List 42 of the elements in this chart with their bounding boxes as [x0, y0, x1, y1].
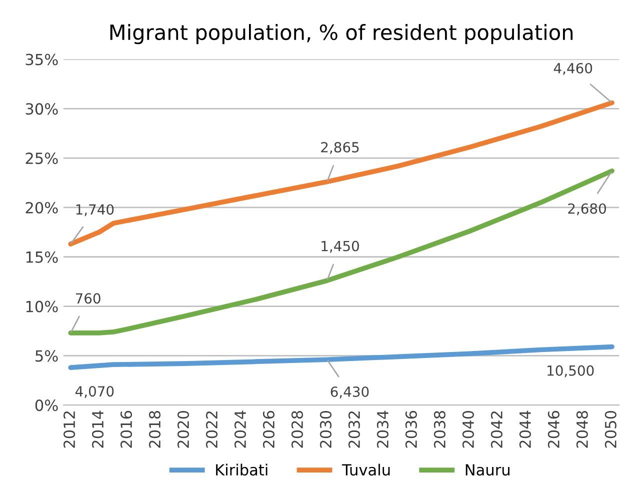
- y-tick-label: 25%: [26, 152, 58, 164]
- annotation: 760: [76, 293, 100, 304]
- x-tick-label: 2012: [64, 411, 76, 448]
- legend-label: Tuvalu: [342, 464, 390, 476]
- x-tick-label: 2014: [92, 410, 104, 448]
- x-tick-label: 2024: [234, 410, 246, 448]
- y-tick-label: 35%: [26, 54, 58, 66]
- x-tick-label: 2022: [206, 411, 218, 448]
- x-tick-label: 2050: [604, 410, 616, 448]
- annotation: 10,500: [548, 365, 594, 378]
- y-tick-label: 5%: [36, 350, 58, 362]
- x-tick-label: 2016: [120, 410, 132, 448]
- y-tick-label: 15%: [26, 251, 58, 263]
- annotation: 1,740: [76, 204, 114, 216]
- x-tick-label: 2032: [348, 411, 360, 448]
- x-tick-label: 2046: [548, 410, 560, 448]
- annotation: 4,070: [75, 386, 114, 398]
- chart-title: Migrant population, % of resident population: [110, 24, 573, 44]
- x-tick-label: 2048: [576, 410, 588, 448]
- y-tick-label: 10%: [26, 300, 58, 312]
- y-tick-label: 20%: [26, 202, 58, 214]
- annotation: 6,430: [330, 386, 369, 398]
- x-tick-label: 2030: [320, 410, 332, 448]
- x-tick-label: 2042: [490, 411, 502, 448]
- line-series: [68, 168, 614, 336]
- annotation: 1,450: [322, 240, 359, 253]
- y-tick-label: 0%: [35, 400, 58, 412]
- x-tick-label: 2040: [462, 410, 474, 448]
- x-tick-label: 2038: [434, 410, 446, 448]
- legend-label: Kiribati: [216, 464, 268, 476]
- x-tick-label: 2034: [376, 410, 388, 448]
- x-tick-label: 2028: [291, 410, 304, 448]
- y-tick-label: 30%: [26, 103, 58, 115]
- annotation: 2,680: [568, 203, 606, 216]
- annotation: 2,865: [321, 142, 359, 154]
- legend-label: Nauru: [466, 464, 510, 476]
- x-tick-label: 2018: [148, 410, 161, 448]
- annotation: 4,460: [554, 62, 592, 75]
- x-tick-label: 2026: [262, 410, 275, 448]
- x-tick-label: 2036: [405, 410, 417, 448]
- x-tick-label: 2044: [519, 410, 531, 448]
- x-tick-label: 2020: [177, 410, 190, 448]
